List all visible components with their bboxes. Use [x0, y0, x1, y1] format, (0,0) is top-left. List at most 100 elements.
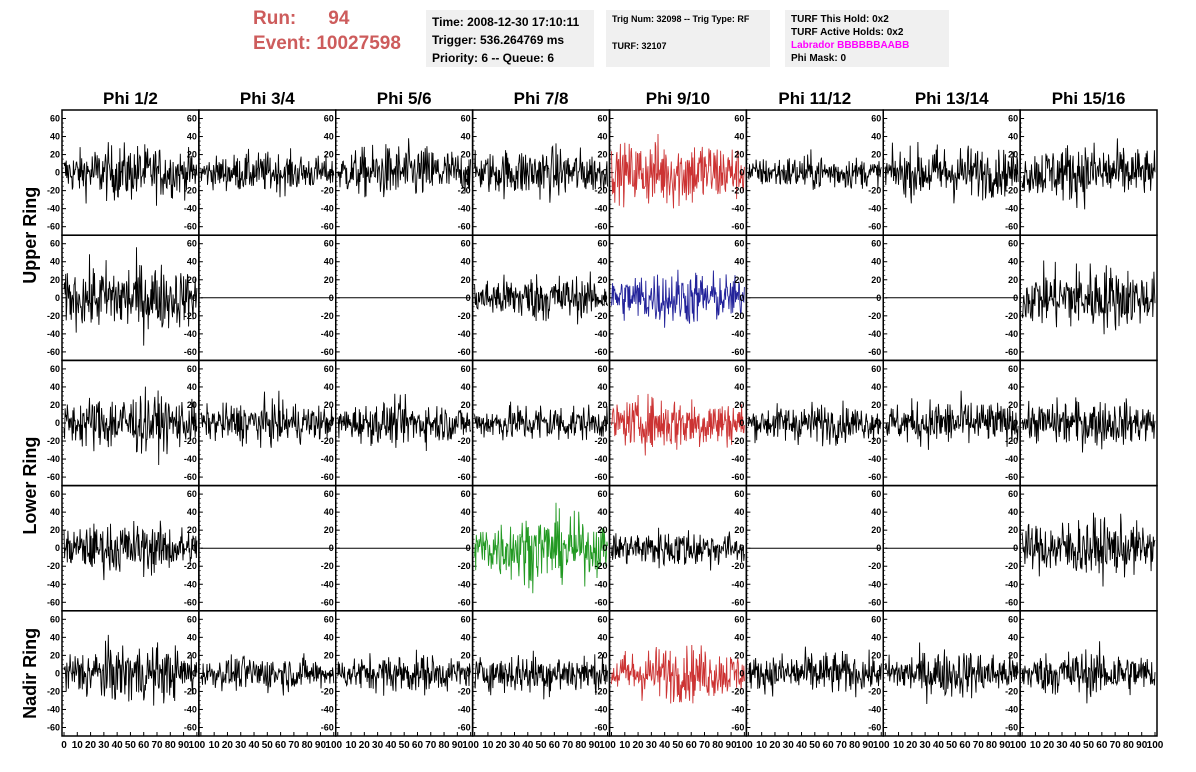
- ring-label-2: Lower Ring: [20, 437, 40, 535]
- x-tick-label: 50: [946, 740, 958, 751]
- y-tick-label: -40: [594, 454, 607, 464]
- y-tick-label: 0: [55, 168, 60, 178]
- y-tick-label: -40: [1005, 329, 1018, 339]
- x-tick-label: 60: [959, 740, 971, 751]
- y-tick-label: -20: [458, 561, 471, 571]
- y-tick-label: -60: [458, 597, 471, 607]
- y-tick-label: 0: [602, 168, 607, 178]
- x-tick-label: 40: [112, 740, 124, 751]
- run-value: 94: [328, 8, 350, 29]
- x-tick-label: 20: [769, 740, 781, 751]
- y-tick-label: -20: [1005, 311, 1018, 321]
- y-tick-label: -40: [47, 204, 60, 214]
- x-tick-label: 70: [973, 740, 985, 751]
- y-tick-label: 0: [876, 543, 881, 553]
- y-tick-label: -40: [321, 704, 334, 714]
- y-tick-label: -60: [47, 347, 60, 357]
- y-tick-label: -20: [184, 686, 197, 696]
- y-tick-label: -60: [868, 597, 881, 607]
- y-tick-label: -40: [184, 204, 197, 214]
- waveform-r4-c1: [63, 520, 198, 581]
- x-tick-label: 100: [462, 740, 479, 751]
- y-tick-label: 20: [50, 275, 60, 285]
- y-tick-label: -40: [321, 204, 334, 214]
- y-tick-label: 60: [734, 239, 744, 249]
- x-tick-label: 100: [1147, 740, 1164, 751]
- y-tick-label: 0: [55, 543, 60, 553]
- y-tick-label: 60: [734, 489, 744, 499]
- y-tick-label: 60: [324, 114, 334, 124]
- waveform-r1-c3: [337, 138, 472, 198]
- x-tick-label: 90: [999, 740, 1011, 751]
- x-tick-label: 40: [933, 740, 945, 751]
- y-tick-label: -40: [594, 204, 607, 214]
- y-tick-label: 0: [466, 168, 471, 178]
- x-tick-label: 30: [920, 740, 932, 751]
- y-tick-label: 0: [1013, 668, 1018, 678]
- y-tick-label: -20: [321, 561, 334, 571]
- y-tick-label: 0: [876, 168, 881, 178]
- y-tick-label: 60: [1008, 614, 1018, 624]
- y-tick-label: 0: [55, 668, 60, 678]
- y-tick-label: -40: [458, 329, 471, 339]
- x-tick-label: 60: [549, 740, 561, 751]
- waveform-r2-c5: [611, 269, 745, 328]
- y-tick-label: 40: [1008, 382, 1018, 392]
- x-tick-label: 60: [138, 740, 150, 751]
- y-tick-label: -20: [184, 561, 197, 571]
- y-tick-label: -40: [1005, 204, 1018, 214]
- waveform-r2-c4: [474, 271, 608, 325]
- y-tick-label: 20: [597, 150, 607, 160]
- y-tick-label: -60: [47, 597, 60, 607]
- y-tick-label: 20: [871, 650, 881, 660]
- y-tick-label: -60: [594, 347, 607, 357]
- y-tick-label: -40: [184, 329, 197, 339]
- y-tick-label: -40: [1005, 454, 1018, 464]
- y-tick-label: -20: [731, 436, 744, 446]
- y-tick-label: 60: [50, 614, 60, 624]
- y-tick-label: -60: [731, 722, 744, 732]
- y-tick-label: -40: [731, 204, 744, 214]
- y-tick-label: -60: [868, 347, 881, 357]
- y-tick-label: 20: [597, 650, 607, 660]
- x-tick-label: 20: [496, 740, 508, 751]
- y-tick-label: -20: [868, 311, 881, 321]
- y-tick-label: 60: [187, 114, 197, 124]
- y-tick-label: 0: [739, 293, 744, 303]
- y-tick-label: -60: [47, 222, 60, 232]
- waveform-r3-c1: [63, 386, 198, 466]
- y-tick-label: -40: [458, 579, 471, 589]
- x-tick-label: 100: [325, 740, 342, 751]
- x-tick-label: 80: [438, 740, 450, 751]
- y-tick-label: 0: [192, 293, 197, 303]
- y-tick-label: -40: [184, 704, 197, 714]
- y-tick-label: -20: [47, 186, 60, 196]
- trigger-info-box: Trig Num: 32098 -- Trig Type: RF TURF: 3…: [606, 10, 770, 67]
- y-tick-label: 0: [1013, 293, 1018, 303]
- y-tick-label: 40: [461, 507, 471, 517]
- x-tick-label: 70: [562, 740, 574, 751]
- y-tick-label: 40: [871, 257, 881, 267]
- waveform-r3-c2: [200, 390, 335, 448]
- y-tick-label: -20: [731, 686, 744, 696]
- y-tick-label: 0: [739, 668, 744, 678]
- y-tick-label: -20: [1005, 436, 1018, 446]
- y-tick-label: 20: [871, 150, 881, 160]
- waveform-r5-c3: [337, 649, 472, 696]
- y-tick-label: 60: [461, 114, 471, 124]
- y-tick-label: -60: [1005, 472, 1018, 482]
- x-tick-label: 90: [452, 740, 464, 751]
- y-tick-label: 60: [597, 614, 607, 624]
- waveform-r4-c5: [611, 527, 745, 571]
- y-tick-label: 20: [461, 650, 471, 660]
- y-tick-label: 20: [187, 275, 197, 285]
- waveform-r3-c6: [747, 400, 882, 447]
- y-tick-label: 40: [1008, 507, 1018, 517]
- x-tick-label: 10: [1030, 740, 1042, 751]
- y-tick-label: 60: [734, 364, 744, 374]
- y-tick-label: 40: [1008, 132, 1018, 142]
- y-tick-label: -40: [731, 704, 744, 714]
- y-tick-label: 20: [1008, 525, 1018, 535]
- x-tick-label: 100: [873, 740, 890, 751]
